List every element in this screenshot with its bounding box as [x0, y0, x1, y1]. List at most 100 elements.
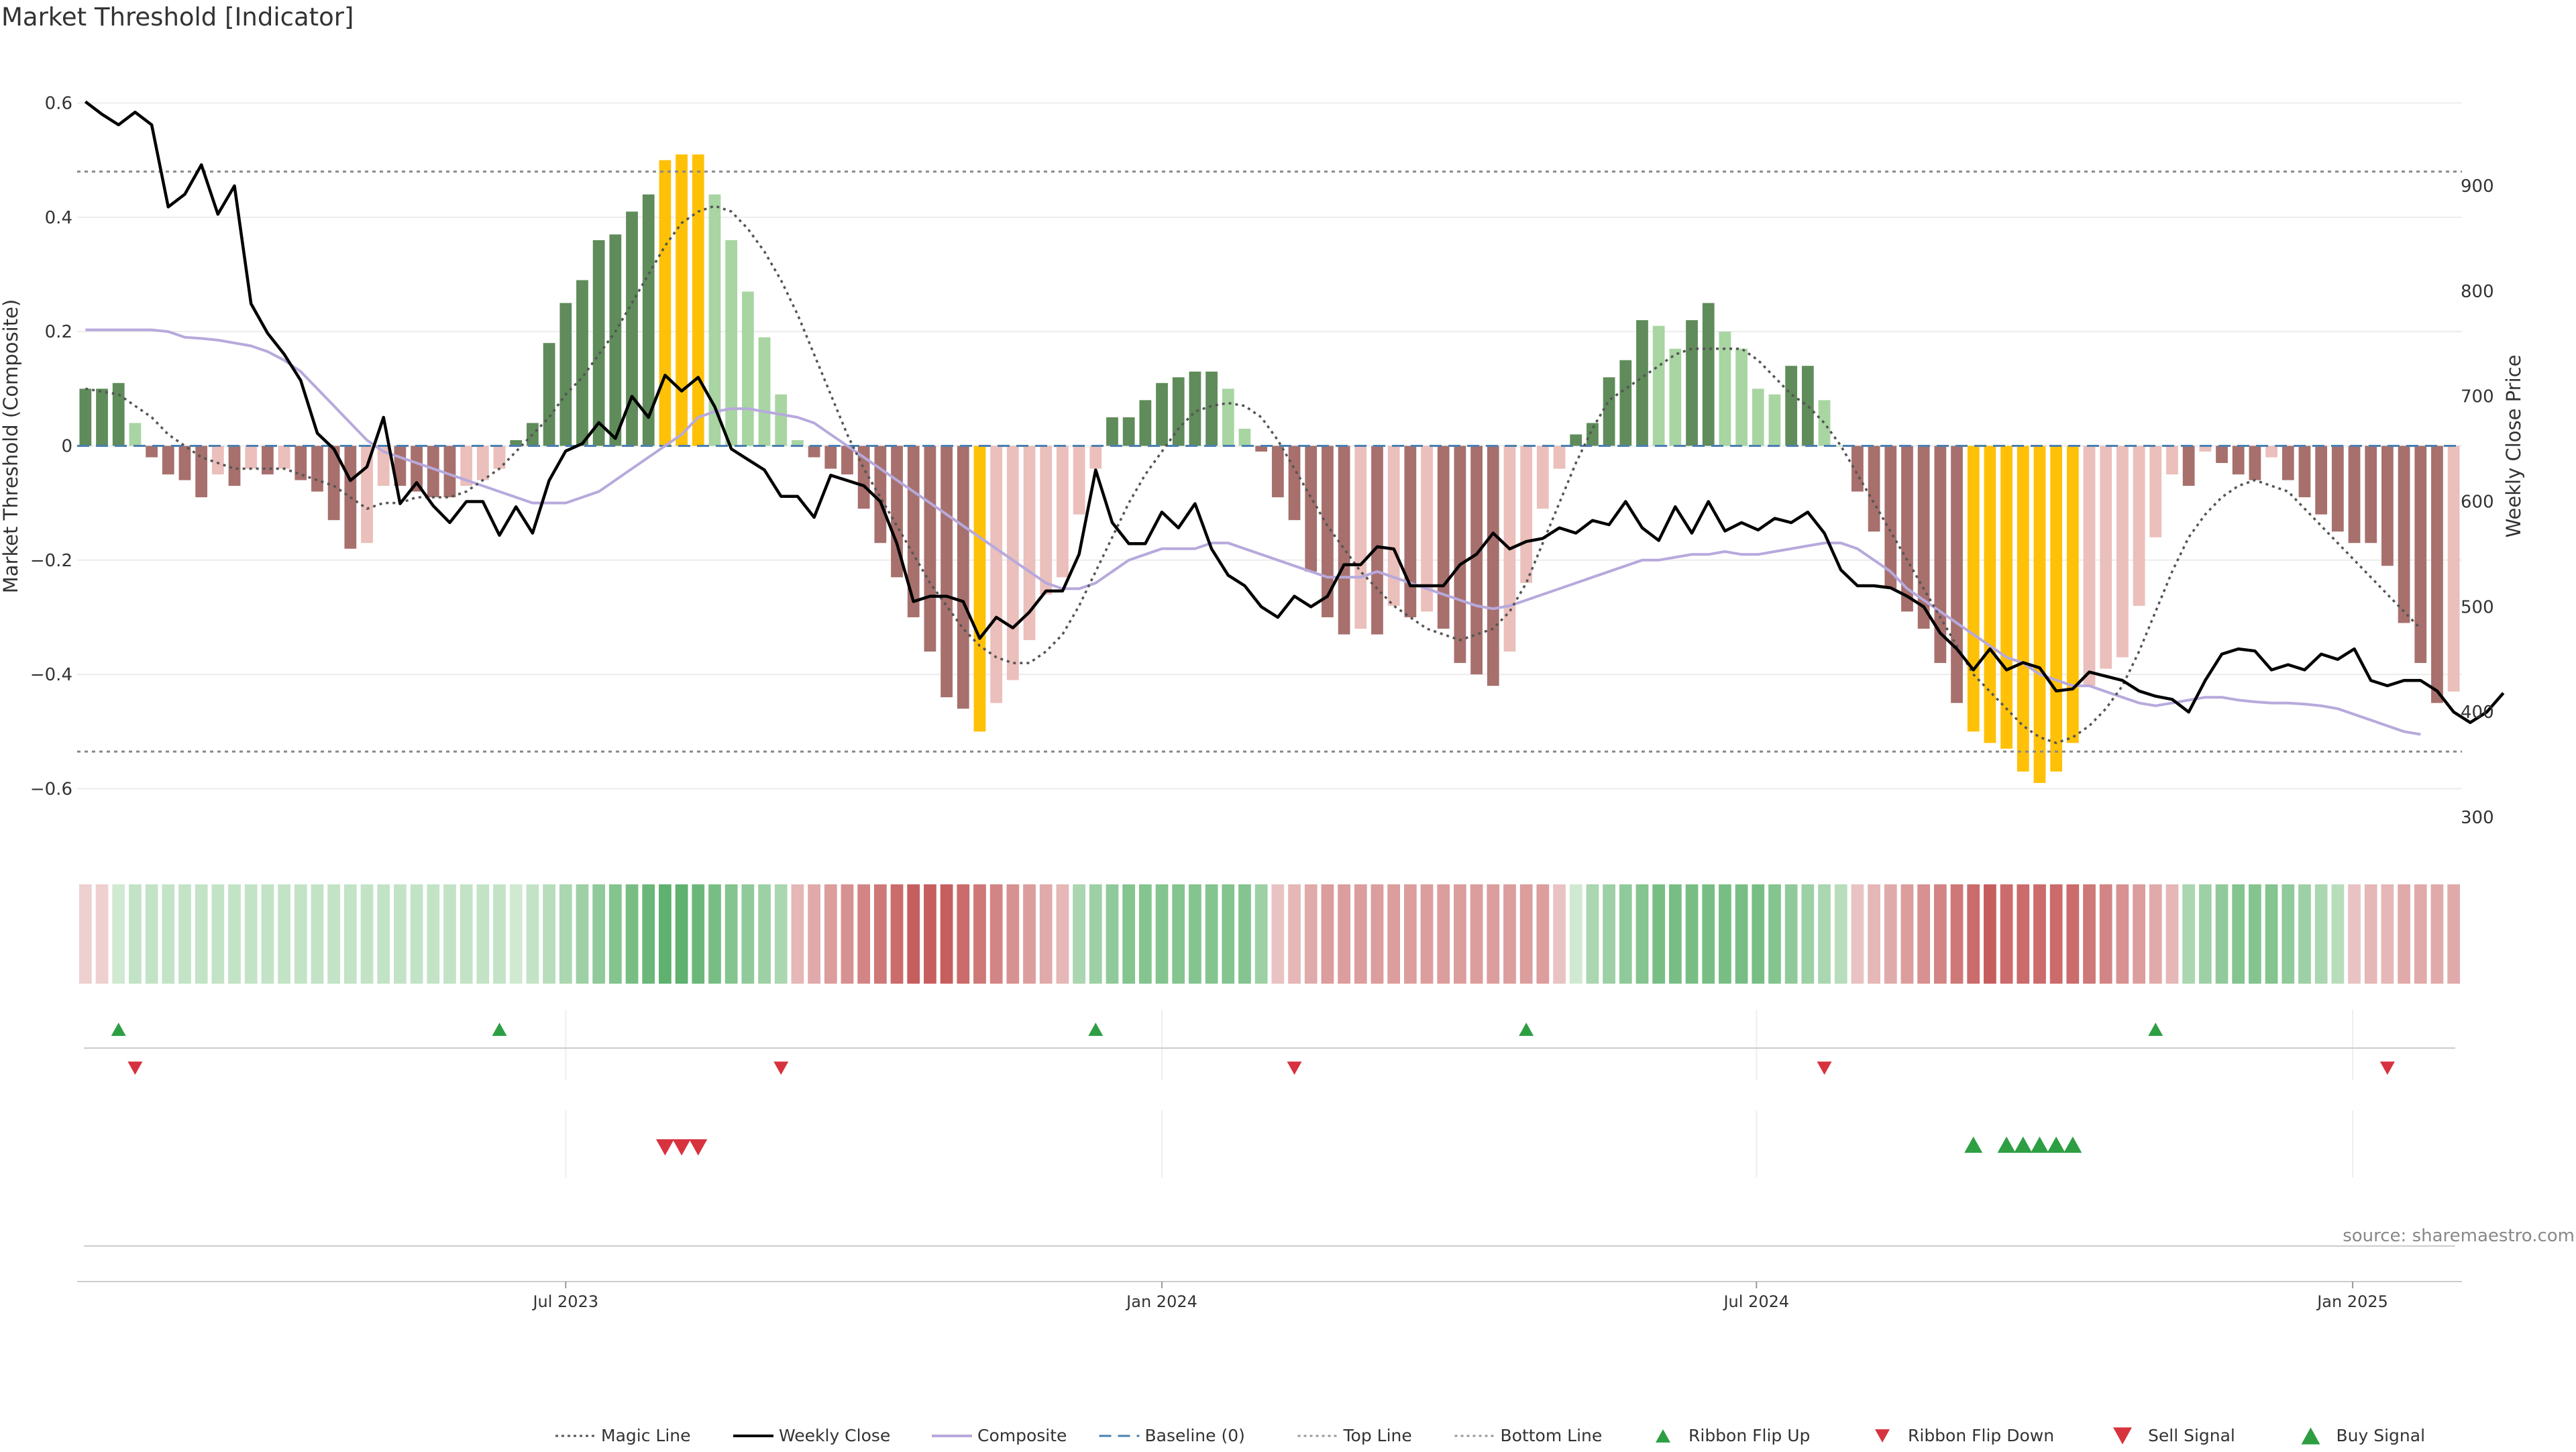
- composite-bar: [1768, 394, 1781, 446]
- composite-bar: [576, 280, 588, 446]
- ribbon-cell: [1089, 884, 1102, 984]
- composite-bar: [1536, 446, 1549, 509]
- legend-label: Buy Signal: [2337, 1426, 2426, 1445]
- ribbon-cell: [1023, 884, 1036, 984]
- ribbon-cell: [278, 884, 290, 984]
- ribbon-cell: [1900, 884, 1914, 984]
- composite-bar: [2116, 446, 2129, 658]
- legend-label: Baseline (0): [1145, 1426, 1245, 1445]
- ribbon-cell: [2149, 884, 2162, 984]
- legend-label: Ribbon Flip Up: [1688, 1426, 1810, 1445]
- composite-bar: [1139, 400, 1152, 446]
- ribbon-cell: [1271, 884, 1285, 984]
- legend-swatch: [1875, 1429, 1890, 1443]
- ribbon-cell: [1371, 884, 1384, 984]
- composite-bar: [592, 240, 605, 446]
- ribbon-flip-up-marker: [492, 1023, 507, 1036]
- composite-bar: [178, 446, 191, 480]
- ribbon-cell: [2099, 884, 2112, 984]
- legend-item: Baseline (0): [1099, 1426, 1245, 1445]
- ribbon-cell: [1006, 884, 1020, 984]
- ribbon-cell: [675, 884, 688, 984]
- composite-bar: [2398, 446, 2410, 623]
- composite-bar: [195, 446, 208, 498]
- legend-label: Bottom Line: [1501, 1426, 1603, 1445]
- composite-bar: [476, 446, 489, 480]
- composite-bar: [1785, 366, 1798, 446]
- ribbon-cell: [145, 884, 158, 984]
- ribbon-cell: [924, 884, 936, 984]
- composite-bar: [1057, 446, 1069, 578]
- ribbon-flip-down-marker: [1817, 1061, 1832, 1075]
- composite-bar: [1818, 400, 1831, 446]
- legend-swatch: [1656, 1429, 1670, 1443]
- composite-bar: [642, 194, 655, 446]
- series-lines: [77, 100, 2505, 753]
- ribbon-cell: [394, 884, 407, 984]
- composite-bar: [311, 446, 323, 492]
- composite-bar: [941, 446, 953, 698]
- ribbon-cell: [2066, 884, 2080, 984]
- composite-bar: [2298, 446, 2311, 498]
- composite-bar: [327, 446, 340, 521]
- legend-item: Magic Line: [555, 1426, 691, 1445]
- ribbon-cell: [2083, 884, 2096, 984]
- composite-bar: [2166, 446, 2178, 475]
- ribbon-flip-up-marker: [2148, 1023, 2163, 1036]
- ribbon-cell: [1719, 884, 1731, 984]
- y-tick-label: −0.6: [30, 779, 72, 799]
- ribbon-cell: [608, 884, 622, 984]
- ribbon-cell: [78, 884, 92, 984]
- ribbon-cell: [2282, 884, 2295, 984]
- ribbon-cell: [957, 884, 970, 984]
- ribbon-cell: [791, 884, 804, 984]
- ribbon-strip: [78, 884, 2461, 984]
- ribbon-flip-down-marker: [1287, 1061, 1302, 1075]
- ribbon-cell: [476, 884, 490, 984]
- composite-bar: [1951, 446, 1963, 703]
- composite-bar: [559, 303, 572, 446]
- ribbon-cell: [2430, 884, 2444, 984]
- buy-signal-marker: [1997, 1136, 2016, 1153]
- ribbon-cell: [294, 884, 307, 984]
- composite-bar: [79, 388, 92, 446]
- ribbon-cell: [1967, 884, 1980, 984]
- y2-tick-label: 600: [2461, 492, 2494, 512]
- composite-bar: [2331, 446, 2344, 532]
- ribbon-cell: [692, 884, 705, 984]
- ribbon-cell: [1868, 884, 1880, 984]
- composite-bar: [1868, 446, 1880, 532]
- composite-bar: [1106, 417, 1118, 446]
- ribbon-cell: [973, 884, 986, 984]
- buy-signal-marker: [2014, 1136, 2033, 1153]
- ribbon-cell: [526, 884, 539, 984]
- ribbon-cell: [1685, 884, 1699, 984]
- ribbon-cell: [2000, 884, 2013, 984]
- legend-label: Sell Signal: [2148, 1426, 2235, 1445]
- ribbon-cell: [1603, 884, 1615, 984]
- weekly-close-line: [84, 100, 2505, 725]
- ribbon-cell: [841, 884, 854, 984]
- composite-bar: [758, 337, 771, 446]
- ribbon-cell: [1172, 884, 1185, 984]
- legend-swatch: [2301, 1427, 2320, 1445]
- ribbon-cell: [1470, 884, 1483, 984]
- ribbon-cell: [1569, 884, 1582, 984]
- ribbon-cell: [1818, 884, 1831, 984]
- ribbon-cell: [1288, 884, 1301, 984]
- composite-bar: [1255, 446, 1268, 452]
- legend-label: Top Line: [1343, 1426, 1412, 1445]
- composite-bar: [211, 446, 224, 475]
- composite-bar: [1271, 446, 1284, 498]
- composite-bar: [1619, 360, 1632, 446]
- legend-item: Ribbon Flip Up: [1656, 1426, 1810, 1445]
- ribbon-cell: [1950, 884, 1964, 984]
- composite-bar: [162, 446, 174, 475]
- composite-bar: [2249, 446, 2261, 480]
- ribbon-cell: [1735, 884, 1748, 984]
- ribbon-cell: [1933, 884, 1947, 984]
- ribbon-cell: [1984, 884, 1996, 984]
- ribbon-flip-down-marker: [2379, 1061, 2395, 1075]
- ribbon-cell: [1553, 884, 1566, 984]
